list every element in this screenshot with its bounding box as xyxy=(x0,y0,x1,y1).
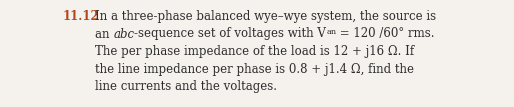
Text: In a three-phase balanced wye–wye system, the source is: In a three-phase balanced wye–wye system… xyxy=(95,10,436,23)
Text: an: an xyxy=(326,27,336,36)
Text: -sequence set of voltages with V: -sequence set of voltages with V xyxy=(134,27,326,41)
Text: The per phase impedance of the load is 12 + j16 Ω. If: The per phase impedance of the load is 1… xyxy=(95,45,414,58)
Text: an: an xyxy=(95,27,113,41)
Text: abc: abc xyxy=(113,27,134,41)
Text: line currents and the voltages.: line currents and the voltages. xyxy=(95,80,277,93)
Text: = 120 /60° rms.: = 120 /60° rms. xyxy=(336,27,435,41)
Text: the line impedance per phase is 0.8 + j1.4 Ω, find the: the line impedance per phase is 0.8 + j1… xyxy=(95,62,414,76)
Text: 11.12: 11.12 xyxy=(63,10,100,23)
